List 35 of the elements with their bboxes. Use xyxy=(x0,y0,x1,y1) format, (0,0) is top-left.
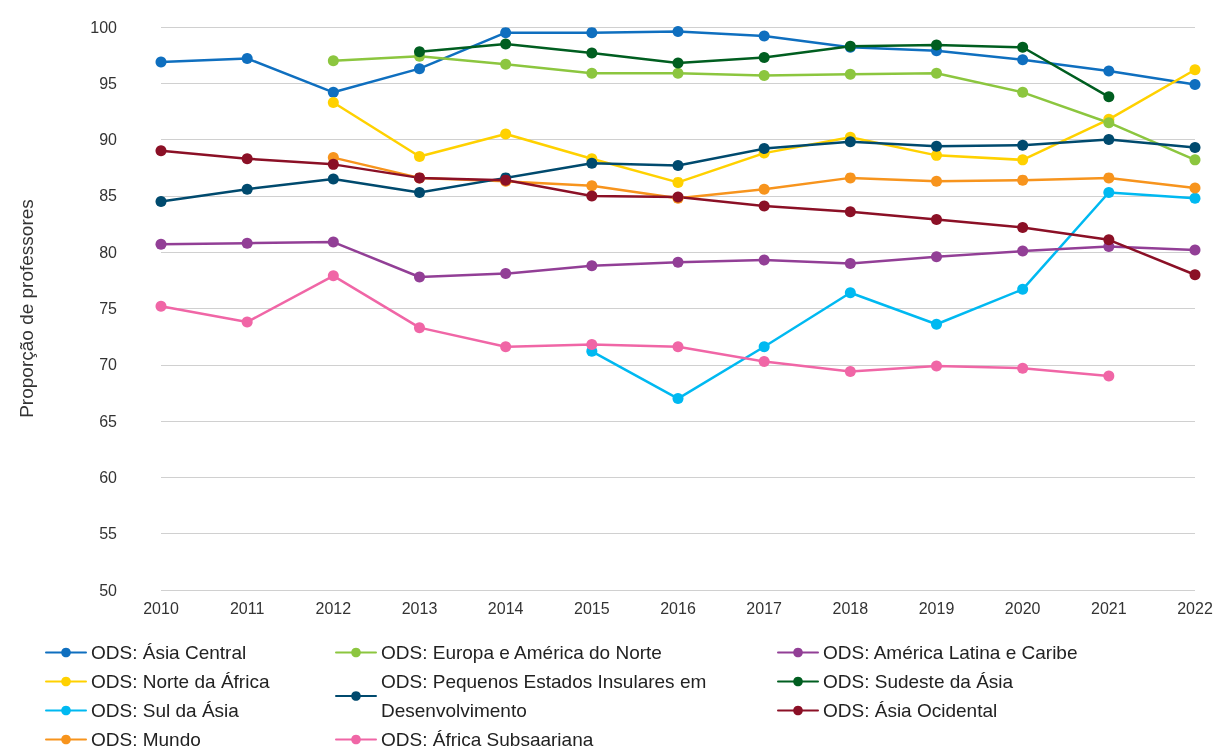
x-tick-label: 2016 xyxy=(660,599,696,617)
y-axis-title: Proporção de professores xyxy=(16,199,37,418)
x-tick-label: 2022 xyxy=(1177,599,1213,617)
x-tick-label: 2018 xyxy=(832,599,869,617)
x-tick-label: 2010 xyxy=(143,599,179,617)
x-tick-label: 2014 xyxy=(487,599,524,617)
legend-label: ODS: Ásia Central xyxy=(91,642,247,663)
x-tick-label: 2020 xyxy=(1004,599,1041,617)
y-tick-label: 80 xyxy=(99,243,118,261)
legend-label: ODS: Sudeste da Ásia xyxy=(823,671,1014,692)
x-tick-label: 2015 xyxy=(574,599,610,617)
y-tick-label: 65 xyxy=(99,412,118,430)
y-tick-label: 60 xyxy=(99,468,118,486)
x-tick-label: 2012 xyxy=(315,599,352,617)
y-tick-label: 100 xyxy=(90,18,118,36)
y-tick-label: 90 xyxy=(99,131,118,149)
x-tick-label: 2013 xyxy=(401,599,438,617)
y-tick-label: 70 xyxy=(99,356,118,374)
x-tick-label: 2019 xyxy=(918,599,955,617)
legend-label: ODS: Europa e América do Norte xyxy=(381,642,662,663)
legend-label: ODS: África Subsaariana xyxy=(381,729,594,750)
legend-label: ODS: Ásia Ocidental xyxy=(823,700,998,721)
y-tick-label: 50 xyxy=(99,581,118,599)
y-tick-label: 95 xyxy=(99,74,118,92)
x-tick-label: 2011 xyxy=(229,599,265,617)
legend-label: ODS: América Latina e Caribe xyxy=(823,642,1078,663)
y-tick-label: 85 xyxy=(99,187,118,205)
x-tick-label: 2021 xyxy=(1091,599,1127,617)
legend-label: ODS: Norte da África xyxy=(91,671,270,692)
y-tick-label: 75 xyxy=(99,300,118,317)
x-tick-label: 2017 xyxy=(746,599,783,617)
y-tick-label: 55 xyxy=(99,525,118,543)
legend-label: ODS: Mundo xyxy=(91,729,201,750)
legend-label: ODS: Sul da Ásia xyxy=(91,700,240,721)
legend-label: ODS: Pequenos Estados Insulares em Desenvolvimento xyxy=(381,671,712,721)
